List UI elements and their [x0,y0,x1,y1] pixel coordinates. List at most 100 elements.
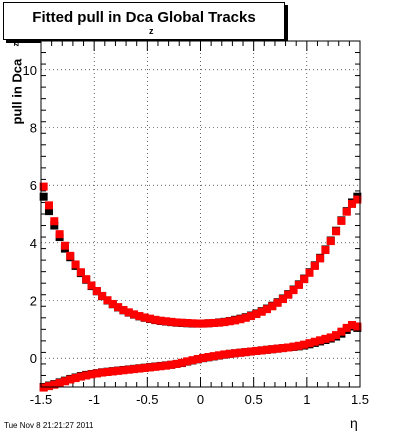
data-point [71,260,80,269]
data-point [103,368,112,377]
data-point [167,360,176,369]
data-point [332,331,341,340]
data-point [199,319,208,328]
data-point [39,192,48,201]
timestamp: Tue Nov 8 21:21:27 2011 [4,421,94,430]
data-point [130,365,139,374]
data-point [44,207,53,216]
data-point [156,362,165,371]
data-point [326,237,335,246]
data-point [172,359,181,368]
data-point [273,298,282,307]
data-point [247,312,256,321]
data-point [140,363,149,372]
data-point [119,306,128,315]
data-point [305,268,314,277]
data-point [71,374,80,383]
data-point [348,321,357,330]
data-point [76,372,85,381]
data-point [50,221,59,230]
data-point [114,303,123,312]
data-point [294,341,303,350]
x-tick-label: 1.5 [351,392,369,407]
data-point [321,246,330,255]
data-point [284,343,293,352]
data-point [108,367,117,376]
data-point [87,281,96,290]
data-point [262,305,271,314]
data-point [353,322,362,331]
chart-title: Fitted pull in Dca Global Tracks [4,9,284,26]
data-point [124,365,133,374]
data-point [161,361,170,370]
data-point [337,327,346,336]
data-point [145,314,154,323]
data-point [278,295,287,304]
data-point [294,280,303,289]
data-point [60,377,69,386]
data-point [332,227,341,236]
data-point [135,312,144,321]
data-point [55,378,64,387]
data-point [215,318,224,327]
data-point [193,355,202,364]
y-tick-label: 6 [30,178,37,193]
data-point [124,308,133,317]
data-point [44,382,53,391]
data-point [193,319,202,328]
data-point [305,339,314,348]
chart-title-suffix: Global Tracks [157,9,256,26]
data-point [50,380,59,389]
data-point [241,313,250,322]
data-point [98,291,107,300]
data-point [103,296,112,305]
data-point [76,268,85,277]
data-point [140,313,149,322]
data-point [135,364,144,373]
y-tick-label: 8 [30,121,37,136]
x-tick-label: 0.5 [245,392,263,407]
data-point [236,315,245,324]
data-point [39,383,48,392]
data-point [50,217,59,226]
data-point [66,251,75,260]
y-tick-label: 0 [30,351,37,366]
data-point [151,315,160,324]
data-point [225,349,234,358]
data-point [209,352,218,361]
data-point [310,261,319,270]
data-point [98,368,107,377]
data-point [342,207,351,216]
data-point [82,275,91,284]
data-point [225,317,234,326]
data-point [87,370,96,379]
data-point [183,318,192,327]
x-tick-label: -0.5 [136,392,158,407]
data-point [310,337,319,346]
data-point [348,199,357,208]
data-point [130,310,139,319]
data-point [204,353,213,362]
data-point [268,345,277,354]
data-point [231,349,240,358]
data-point [108,299,117,308]
y-tick-label: 4 [30,236,37,251]
data-point [145,363,154,372]
data-point [252,346,261,355]
data-point [337,216,346,225]
data-point [119,366,128,375]
data-point [220,350,229,359]
x-tick-label: -1 [88,392,100,407]
data-point [278,344,287,353]
data-point [284,290,293,299]
data-point [55,230,64,239]
data-point [172,318,181,327]
data-point [220,318,229,327]
data-point [177,358,186,367]
data-point [326,333,335,342]
data-point [161,317,170,326]
data-point [60,241,69,250]
y-tick-label: 10 [23,63,37,78]
data-point [215,351,224,360]
